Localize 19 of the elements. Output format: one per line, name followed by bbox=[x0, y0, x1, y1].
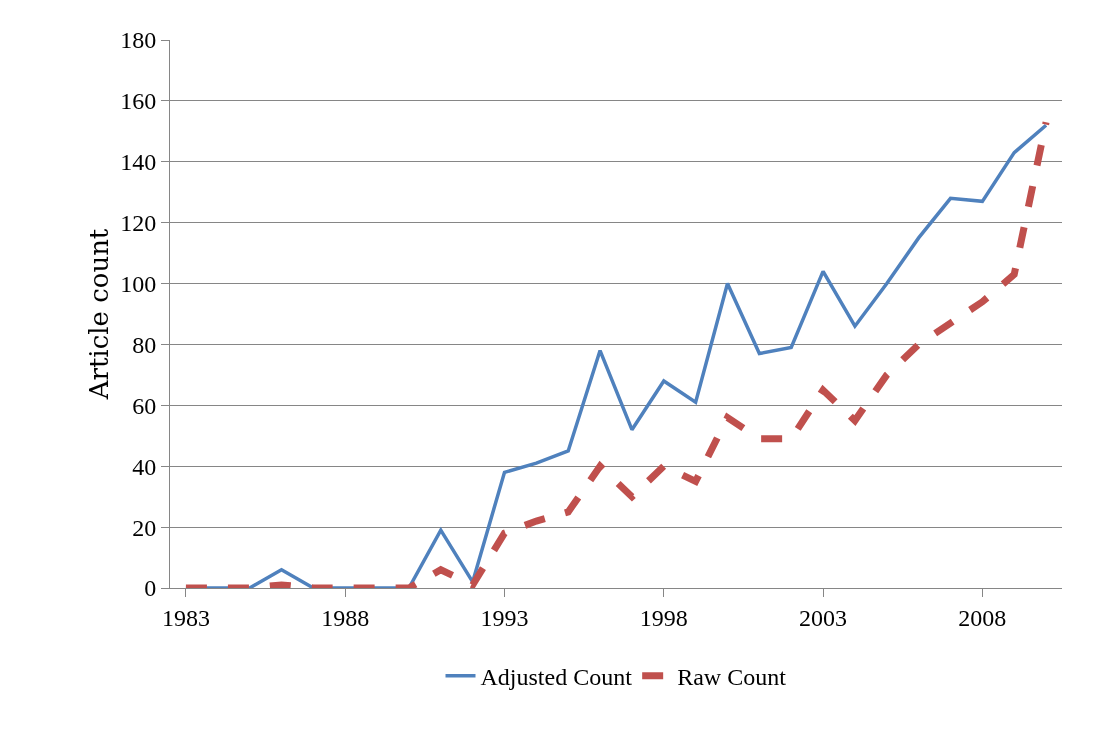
y-tick-label: 160 bbox=[120, 88, 157, 115]
y-tick-label: 80 bbox=[132, 331, 157, 358]
y-tick-label: 180 bbox=[120, 27, 157, 54]
x-tick-label: 1993 bbox=[480, 604, 529, 631]
y-tick-label: 100 bbox=[120, 270, 157, 297]
x-tick-label: 2008 bbox=[958, 604, 1007, 631]
y-tick-label: 0 bbox=[144, 575, 157, 602]
x-tick-label: 1998 bbox=[639, 604, 688, 631]
y-tick-label: 140 bbox=[120, 149, 157, 176]
x-tick-label: 1983 bbox=[161, 604, 210, 631]
x-tick-label: 2003 bbox=[799, 604, 848, 631]
y-axis-title: Article count bbox=[84, 228, 114, 401]
y-tick-label: 120 bbox=[120, 210, 157, 237]
y-tick-label: 40 bbox=[132, 453, 157, 480]
legend-label: Adjusted Count bbox=[480, 664, 633, 691]
x-tick-label: 1988 bbox=[321, 604, 370, 631]
legend-label: Raw Count bbox=[677, 664, 787, 691]
y-tick-label: 60 bbox=[132, 392, 157, 419]
y-tick-label: 20 bbox=[132, 514, 157, 541]
